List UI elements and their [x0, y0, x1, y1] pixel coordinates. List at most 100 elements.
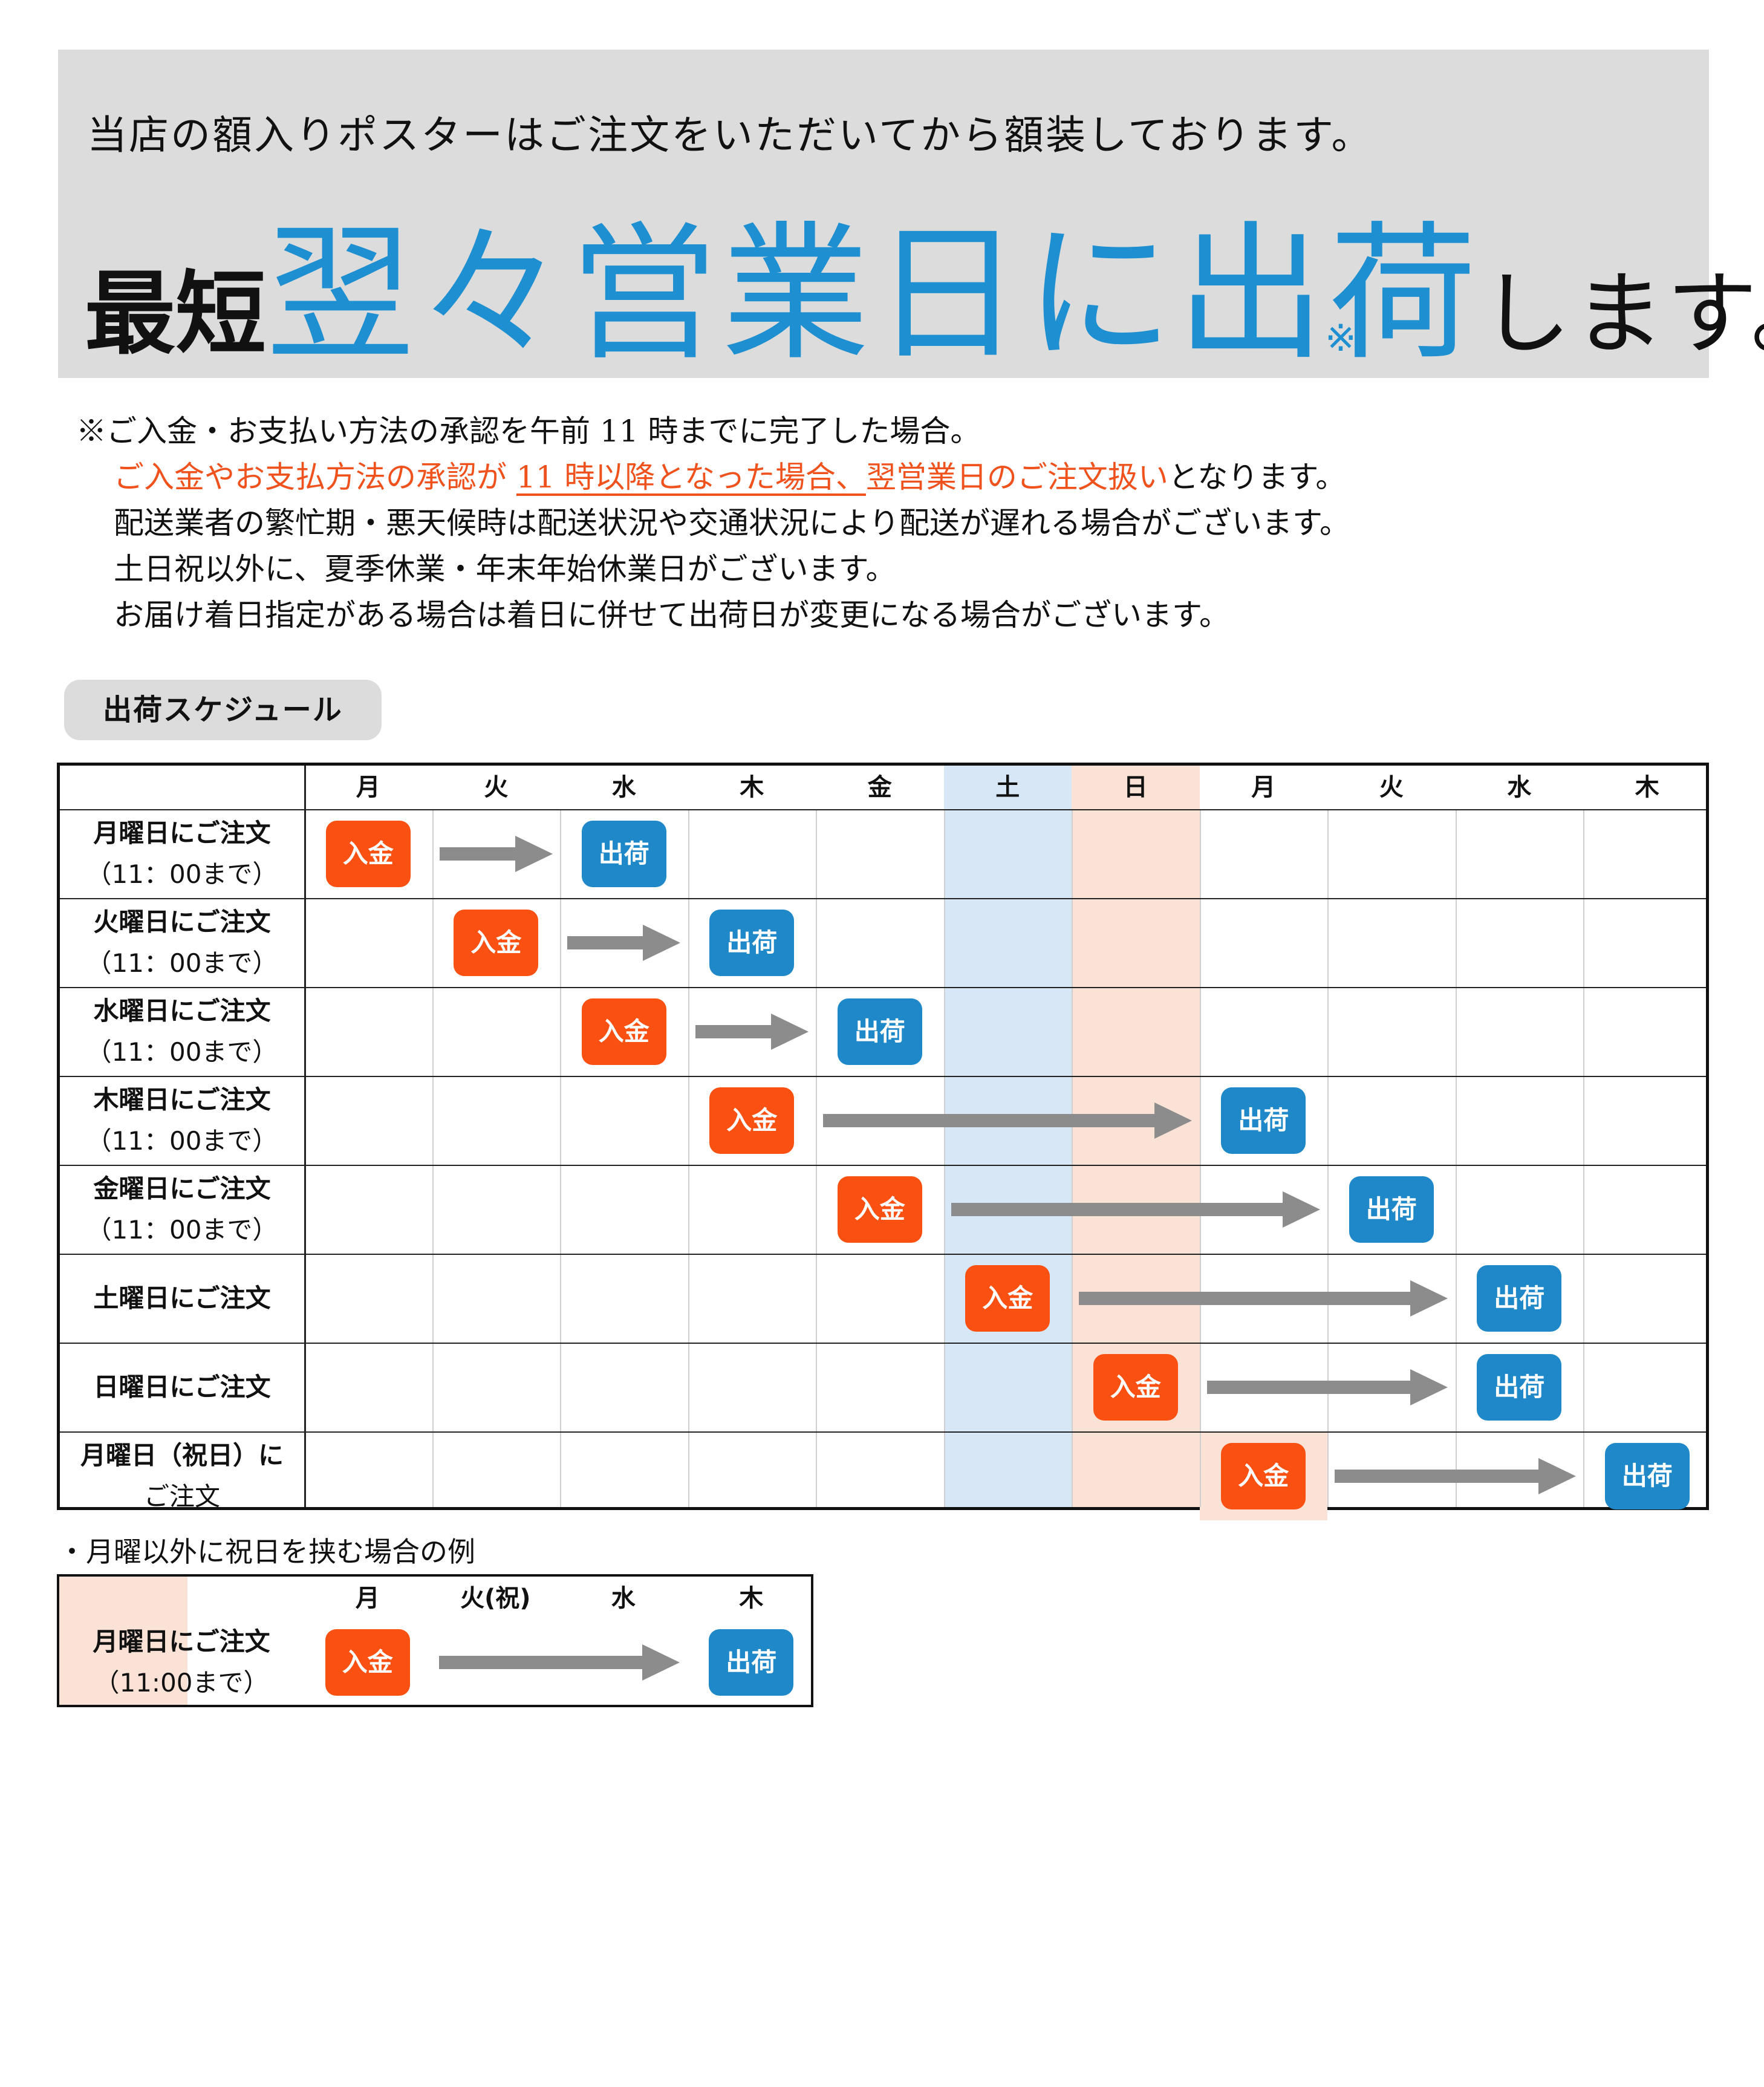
flow-arrow — [439, 835, 553, 872]
payment-badge: 入金 — [709, 1087, 795, 1154]
arrow-head — [1410, 1369, 1448, 1405]
payment-badge: 入金 — [1221, 1442, 1306, 1509]
arrow-head — [515, 835, 553, 872]
arrow-head — [642, 1644, 680, 1681]
row-label-main: 月曜日にご注文 — [93, 1627, 270, 1656]
row-label: 日曜日にご注文 — [60, 1343, 304, 1431]
arrow-head — [643, 924, 681, 961]
note-orange-b: 翌営業日のご注文扱い — [865, 460, 1168, 495]
label-column-border — [59, 1959, 811, 2087]
column-separator — [943, 809, 945, 1507]
day-header: 金 — [867, 773, 892, 801]
shipping-badge: 出荷 — [709, 909, 795, 976]
day-header: 水 — [611, 773, 636, 801]
banner-prefix: 最短 — [85, 261, 267, 367]
arrow-shaft — [695, 1024, 773, 1038]
flow-arrow — [438, 1644, 680, 1681]
column-separator — [1583, 809, 1584, 1507]
column-separator — [1072, 809, 1073, 1507]
payment-badge: 入金 — [325, 1629, 410, 1696]
payment-badge: 入金 — [454, 909, 539, 976]
row-label-main: 木曜日にご注文 — [93, 1084, 271, 1115]
day-header: 水 — [611, 1584, 636, 1612]
shipping-badge: 出荷 — [1604, 1442, 1690, 1509]
arrow-shaft — [567, 936, 646, 949]
schedule-table: 月火水木金土日月火水木月曜日にご注文 （11：00まで） 入金 出荷 火曜日にご注文 （1… — [57, 763, 1709, 1520]
day-header: 木 — [1635, 773, 1659, 801]
arrow-shaft — [823, 1113, 1157, 1127]
column-separator — [1327, 809, 1329, 1507]
row-label-main: 月曜日にご注文 — [93, 818, 271, 848]
arrow-shaft — [1206, 1380, 1413, 1394]
column-separator — [59, 1874, 811, 1959]
arrow-head — [1410, 1280, 1448, 1317]
row-border — [60, 1076, 1706, 1077]
note-line-3: 配送業者の繁忙期・悪天候時は配送状況や交通状況により配送が遅れる場合がございます… — [114, 506, 1350, 541]
day-header: 木 — [739, 1584, 764, 1612]
column-separator — [1199, 809, 1201, 1507]
arrow-shaft — [1335, 1469, 1541, 1483]
row-label-sub: （11：00まで） — [86, 1214, 278, 1245]
payment-badge: 入金 — [325, 820, 411, 887]
schedule-label: 出荷スケジュール — [64, 680, 382, 740]
row-label-main: 日曜日にご注文 — [93, 1372, 271, 1402]
row-label-sub: （11:00まで） — [94, 1668, 269, 1698]
row-label-main: 土曜日にご注文 — [93, 1283, 271, 1313]
row-label: 水曜日にご注文 （11：00まで） — [60, 987, 304, 1076]
shipping-badge: 出荷 — [1221, 1087, 1306, 1154]
column-separator — [1455, 809, 1457, 1507]
row-border — [60, 809, 1706, 810]
day-header: 土 — [995, 773, 1020, 801]
row-label: 月曜日にご注文 （11：00まで） — [60, 809, 304, 898]
column-separator — [59, 1789, 811, 1874]
row-label-sub: （11：00まで） — [86, 948, 278, 978]
row-label-main: 火曜日にご注文 — [93, 907, 271, 937]
banner-headline: 最短 翌々営業日に出荷 します。 — [85, 174, 1764, 388]
arrow-shaft — [438, 1656, 645, 1669]
flow-arrow — [1335, 1457, 1576, 1494]
saturday-column-tint — [943, 766, 1072, 1507]
payment-badge: 入金 — [837, 1176, 922, 1243]
flow-arrow — [695, 1013, 809, 1050]
arrow-head — [1154, 1102, 1193, 1139]
row-label: 木曜日にご注文 （11：00まで） — [60, 1076, 304, 1165]
note-line-4: 土日祝以外に、夏季休業・年末年始休業日がございます。 — [114, 552, 896, 587]
row-border — [60, 1254, 1706, 1255]
column-separator — [59, 1705, 811, 1789]
arrow-shaft — [1079, 1291, 1413, 1305]
column-separator — [560, 809, 561, 1507]
day-header: 月 — [356, 773, 380, 801]
day-header: 火 — [484, 773, 509, 801]
row-label-sub: （11：00まで） — [86, 1037, 278, 1067]
row-label-main: 月曜日（祝日）に — [80, 1440, 284, 1470]
flow-arrow — [951, 1191, 1320, 1228]
example-table: 月 火(祝) 水 木月曜日にご注文 （11:00まで） 入金 出荷 — [57, 1574, 813, 1707]
column-separator — [432, 809, 434, 1507]
shipping-badge: 出荷 — [709, 1629, 794, 1696]
banner-intro-text: 当店の額入りポスターはご注文をいただいてから額装しております。 — [87, 112, 1373, 158]
note-line-1: ※ご入金・お支払い方法の承認を午前 11 時までに完了した場合。 — [76, 414, 981, 449]
note-line-5: お届け着日指定がある場合は着日に併せて出荷日が変更になる場合がございます。 — [114, 597, 1229, 633]
notes-block: ※ご入金・お支払い方法の承認を午前 11 時までに完了した場合。 ご入金やお支払… — [76, 408, 1350, 638]
column-separator — [816, 809, 817, 1507]
row-label: 火曜日にご注文 （11：00まで） — [60, 898, 304, 987]
flow-arrow — [1079, 1280, 1448, 1317]
column-separator — [688, 809, 689, 1507]
shipping-badge: 出荷 — [1477, 1353, 1562, 1421]
shipping-badge: 出荷 — [581, 820, 666, 887]
flow-arrow — [1206, 1369, 1448, 1405]
shipping-badge: 出荷 — [1349, 1176, 1434, 1243]
headline-banner: 当店の額入りポスターはご注文をいただいてから額装しております。 最短 翌々営業日… — [58, 50, 1764, 380]
arrow-head — [1538, 1457, 1576, 1494]
day-header: 火 — [1379, 773, 1404, 801]
note-line-2-rest: となります。 — [1168, 460, 1346, 495]
day-header: 木 — [740, 773, 764, 801]
row-label-main: 金曜日にご注文 — [93, 1173, 271, 1203]
row-label: 月曜日にご注文 （11:00まで） — [59, 1620, 304, 1705]
payment-badge: 入金 — [1093, 1353, 1178, 1421]
row-border — [60, 1343, 1706, 1344]
arrow-head — [770, 1013, 809, 1050]
arrow-shaft — [439, 847, 518, 861]
row-border — [60, 898, 1706, 899]
row-label-sub: （11：00まで） — [86, 859, 278, 889]
